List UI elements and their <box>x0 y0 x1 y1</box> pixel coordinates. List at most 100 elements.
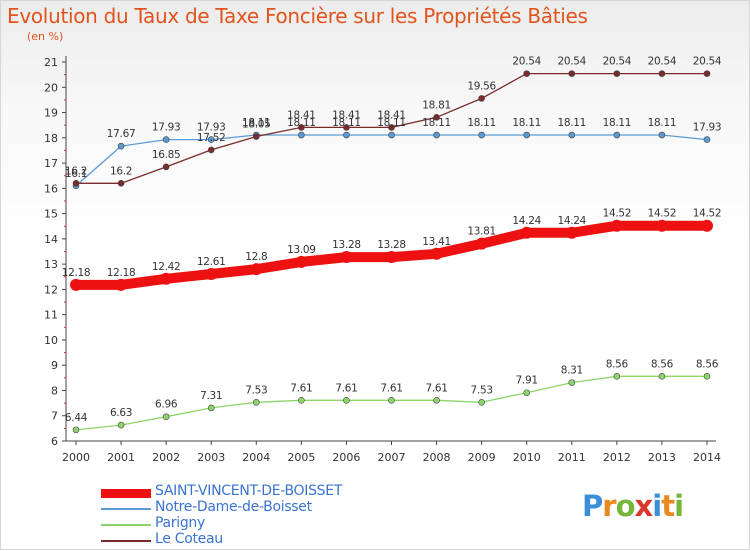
data-point <box>343 124 350 131</box>
legend-label: Notre-Dame-de-Boisset <box>155 499 312 515</box>
x-tick-label: 2003 <box>197 451 225 464</box>
data-point <box>613 373 621 380</box>
data-point <box>298 124 305 131</box>
data-label: 6.44 <box>65 412 88 424</box>
data-point <box>115 278 128 291</box>
data-label: 18.81 <box>422 99 451 111</box>
x-tick-label: 2013 <box>648 451 676 464</box>
x-tick-label: 2008 <box>423 451 451 464</box>
data-point <box>343 131 350 139</box>
data-label: 18.11 <box>512 117 541 129</box>
data-label: 18.41 <box>377 109 406 121</box>
data-point <box>478 399 485 406</box>
data-point <box>610 219 623 232</box>
y-tick-label: 11 <box>44 309 58 322</box>
data-label: 20.54 <box>693 56 722 68</box>
legend-swatch <box>101 488 151 498</box>
x-tick-label: 2014 <box>693 451 721 464</box>
y-tick-label: 16 <box>44 182 58 195</box>
data-label: 8.56 <box>651 358 674 370</box>
data-point <box>520 226 533 239</box>
data-label: 17.93 <box>152 122 181 134</box>
data-label: 20.54 <box>648 56 677 68</box>
data-point <box>523 70 531 77</box>
data-label: 13.09 <box>287 244 316 256</box>
data-point <box>613 131 621 139</box>
data-label: 20.54 <box>558 56 587 68</box>
data-label: 17.93 <box>693 122 722 134</box>
data-point <box>252 399 260 406</box>
data-label: 14.52 <box>693 208 722 220</box>
data-point <box>701 219 713 232</box>
data-point <box>430 247 443 260</box>
data-label: 18.11 <box>603 117 632 129</box>
data-label: 7.53 <box>471 384 493 396</box>
data-label: 17.52 <box>197 132 226 144</box>
data-label: 12.8 <box>245 251 267 263</box>
data-point <box>162 136 170 143</box>
legend-swatch <box>101 508 151 510</box>
data-label: 17.67 <box>107 128 136 140</box>
data-label: 18.11 <box>422 117 451 129</box>
x-tick-label: 2007 <box>378 451 406 464</box>
y-tick-label: 6 <box>51 435 58 448</box>
data-point <box>478 95 485 102</box>
data-label: 20.54 <box>603 56 632 68</box>
legend-label: SAINT-VINCENT-DE-BOISSET <box>155 483 343 499</box>
x-tick-label: 2006 <box>332 451 360 464</box>
data-label: 13.28 <box>377 239 406 251</box>
data-label: 8.31 <box>561 365 583 377</box>
y-tick-label: 9 <box>51 359 58 372</box>
data-point <box>117 179 125 187</box>
data-label: 7.91 <box>516 375 538 387</box>
data-point <box>703 136 711 143</box>
data-point <box>298 131 305 139</box>
data-point <box>298 397 305 404</box>
x-tick-label: 2001 <box>107 451 135 464</box>
data-label: 16.1 <box>65 168 87 180</box>
data-label: 14.52 <box>603 208 632 220</box>
data-label: 6.96 <box>155 399 178 411</box>
y-tick-label: 18 <box>44 132 58 145</box>
data-point <box>523 131 531 139</box>
proxiti-logo: Proxiti <box>582 489 684 523</box>
data-point <box>162 163 170 171</box>
y-tick-label: 21 <box>44 56 58 69</box>
data-point <box>613 70 621 77</box>
data-label: 7.31 <box>200 390 222 402</box>
data-label: 16.2 <box>65 165 87 177</box>
data-label: 7.61 <box>425 382 447 394</box>
x-tick-label: 2000 <box>62 451 90 464</box>
y-tick-label: 12 <box>44 283 58 296</box>
data-point <box>388 397 395 404</box>
data-label: 18.11 <box>648 117 677 129</box>
data-label: 18.11 <box>377 117 406 129</box>
data-point <box>162 413 170 421</box>
data-label: 6.63 <box>110 407 132 419</box>
data-label: 16.2 <box>110 165 132 177</box>
data-point <box>703 373 711 380</box>
data-label: 18.05 <box>242 119 271 131</box>
y-tick-label: 7 <box>51 410 58 423</box>
data-point <box>205 267 218 280</box>
x-tick-label: 2004 <box>242 451 270 464</box>
y-tick-label: 14 <box>44 233 58 246</box>
data-point <box>433 397 440 404</box>
data-point <box>252 133 260 140</box>
data-label: 13.41 <box>422 236 451 248</box>
data-point <box>117 421 125 429</box>
data-label: 20.54 <box>512 56 541 68</box>
data-label: 12.18 <box>107 267 136 279</box>
chart-title: Evolution du Taux de Taxe Foncière sur l… <box>7 4 588 28</box>
data-point <box>207 146 215 154</box>
data-point <box>658 373 666 380</box>
data-point <box>568 70 576 77</box>
y-tick-label: 17 <box>44 157 58 170</box>
data-point <box>385 251 398 264</box>
data-label: 14.24 <box>558 215 587 227</box>
legend-label: Parigny <box>155 515 205 531</box>
data-point <box>388 124 395 131</box>
y-tick-label: 15 <box>44 208 58 221</box>
